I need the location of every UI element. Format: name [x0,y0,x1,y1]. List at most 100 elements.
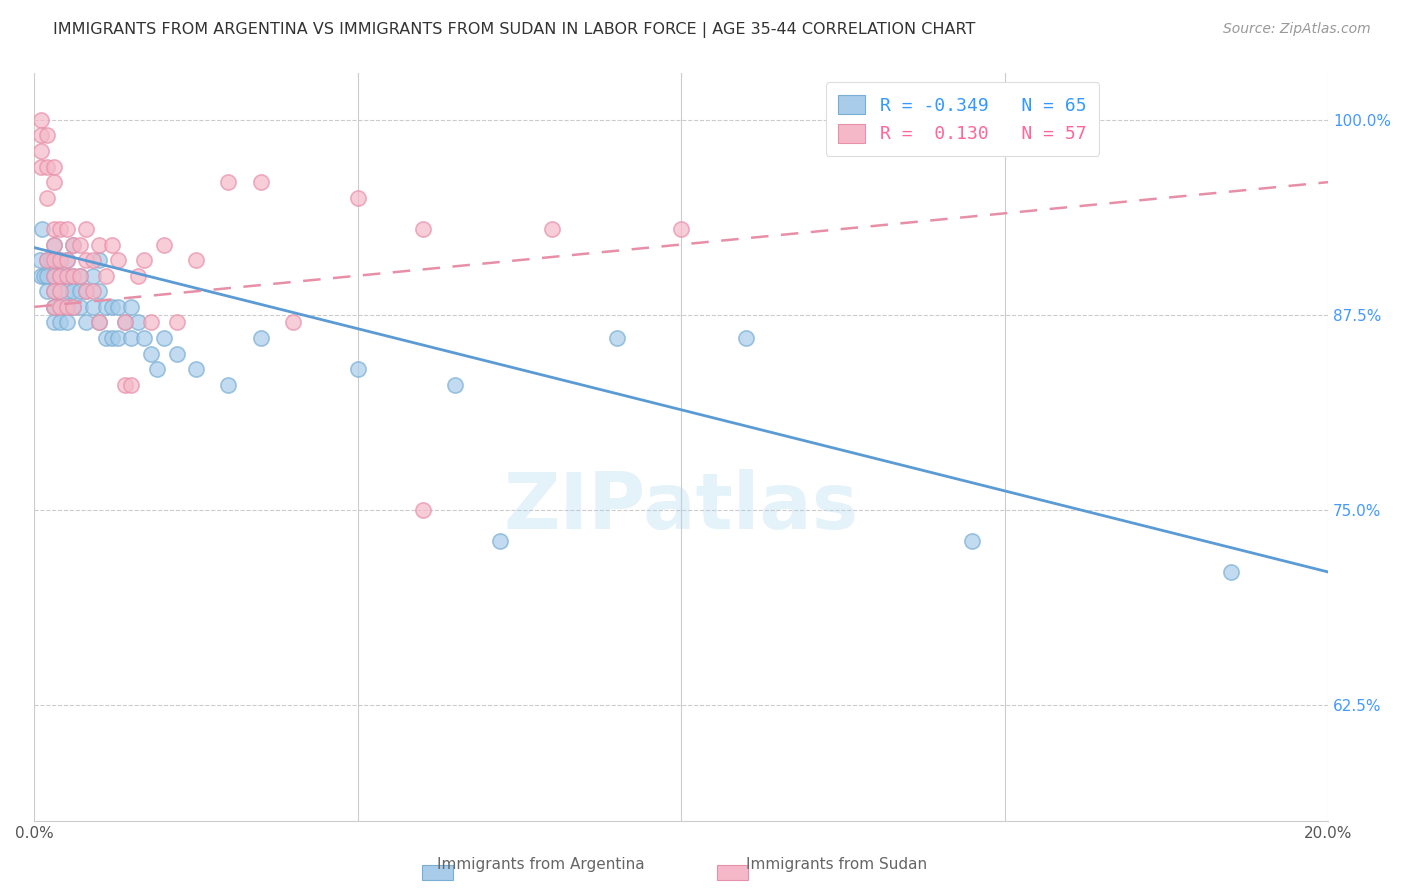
Point [49,253,72,268]
Point [346,362,368,376]
Point [101,331,124,345]
Point [107,300,129,314]
Point [55,253,77,268]
Point [962,533,984,548]
Point [101,300,124,314]
Point [62,268,84,283]
Point [69,268,91,283]
Point [134,331,156,345]
Point [489,533,512,548]
Point [55,253,77,268]
Point [55,300,77,314]
Point [69,285,91,299]
Point [42,316,65,330]
Point [42,175,65,189]
Point [42,253,65,268]
Point [75,222,97,236]
Point [139,346,162,360]
Point [1220,565,1243,579]
Point [42,160,65,174]
Point [30,160,52,174]
Point [75,253,97,268]
Point [55,300,77,314]
Point [606,331,628,345]
Point [42,237,65,252]
Point [166,316,188,330]
Point [42,300,65,314]
Point [94,331,117,345]
Point [62,268,84,283]
Point [42,237,65,252]
Point [28,253,51,268]
Point [55,268,77,283]
Point [62,285,84,299]
Point [87,316,110,330]
Point [37,253,59,268]
Point [42,300,65,314]
Point [42,222,65,236]
Point [107,331,129,345]
Point [217,175,239,189]
Point [49,253,72,268]
Text: IMMIGRANTS FROM ARGENTINA VS IMMIGRANTS FROM SUDAN IN LABOR FORCE | AGE 35-44 CO: IMMIGRANTS FROM ARGENTINA VS IMMIGRANTS … [53,22,976,38]
Point [82,268,104,283]
Point [49,268,72,283]
Point [94,300,117,314]
Point [120,300,142,314]
Point [184,253,207,268]
Point [49,222,72,236]
Point [32,268,55,283]
Text: Source: ZipAtlas.com: Source: ZipAtlas.com [1223,22,1371,37]
Point [37,128,59,143]
Point [87,253,110,268]
Point [39,253,62,268]
Point [166,346,188,360]
Point [42,268,65,283]
Point [114,316,136,330]
Point [69,237,91,252]
Point [62,300,84,314]
Point [152,331,174,345]
Point [31,222,53,236]
Point [30,144,52,158]
Point [82,285,104,299]
Point [127,268,149,283]
Point [49,285,72,299]
Point [49,268,72,283]
Point [101,237,124,252]
Point [120,331,142,345]
Point [281,316,304,330]
Point [412,222,434,236]
Point [87,316,110,330]
Point [49,300,72,314]
Point [82,253,104,268]
Point [46,253,69,268]
Point [134,253,156,268]
Text: ZIPatlas: ZIPatlas [503,469,859,545]
Point [139,316,162,330]
Point [114,377,136,392]
Point [37,285,59,299]
Point [120,377,142,392]
Legend: R = -0.349   N = 65, R =  0.130   N = 57: R = -0.349 N = 65, R = 0.130 N = 57 [825,82,1099,156]
Point [75,316,97,330]
Point [42,285,65,299]
Point [82,300,104,314]
Point [346,191,368,205]
Point [37,268,59,283]
Point [62,237,84,252]
Point [152,237,174,252]
Point [69,268,91,283]
Point [107,253,129,268]
Point [37,191,59,205]
Point [30,128,52,143]
Point [127,316,149,330]
Point [49,316,72,330]
Point [55,268,77,283]
Point [184,362,207,376]
Point [55,222,77,236]
Point [69,300,91,314]
Point [42,285,65,299]
Point [412,502,434,516]
Point [75,285,97,299]
